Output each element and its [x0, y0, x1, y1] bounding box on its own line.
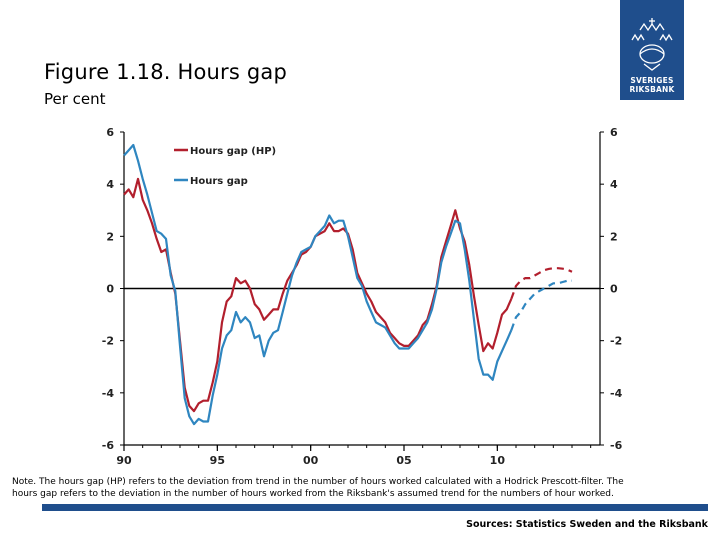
- x-tick-label: 95: [210, 454, 225, 467]
- y-tick-label-left: 2: [106, 230, 114, 243]
- y-tick-label-left: 4: [106, 178, 114, 191]
- logo-text-riksbank: RIKSBANK: [629, 85, 675, 94]
- crown-emblem-icon: [631, 18, 673, 71]
- chart-subtitle: Per cent: [44, 90, 106, 108]
- y-tick-label-right: -2: [610, 335, 622, 348]
- x-tick-label: 05: [396, 454, 411, 467]
- y-tick-label-right: 6: [610, 126, 618, 139]
- chart-note: Note. The hours gap (HP) refers to the d…: [12, 477, 624, 499]
- y-tick-label-right: 2: [610, 230, 618, 243]
- footer-bar: [42, 504, 708, 511]
- x-tick-label: 00: [303, 454, 319, 467]
- chart-source: Sources: Statistics Sweden and the Riksb…: [466, 519, 708, 530]
- y-tick-label-left: 0: [106, 283, 114, 296]
- hours-gap-chart: Hours gap (HP)Hours gap 6 64 42 20 0-2 -2-4 -4…: [102, 126, 623, 467]
- series-forecast-hours-gap: [510, 279, 572, 331]
- y-tick-label-right: -6: [610, 439, 623, 452]
- legend-label: Hours gap (HP): [190, 146, 276, 157]
- y-tick-label-left: -2: [102, 335, 114, 348]
- y-tick-label-left: -4: [102, 387, 115, 400]
- chart-title: Figure 1.18. Hours gap: [44, 60, 288, 84]
- y-tick-label-right: -4: [610, 387, 623, 400]
- y-tick-label-left: -6: [102, 439, 115, 452]
- y-tick-label-right: 0: [610, 283, 618, 296]
- x-tick-label: 90: [116, 454, 132, 467]
- y-tick-label-right: 4: [610, 178, 618, 191]
- logo-text-sveriges: SVERIGES: [630, 76, 674, 85]
- series-line-hours-gap: [123, 143, 513, 426]
- y-tick-label-left: 6: [106, 126, 114, 139]
- series-forecast-hours-gap-hp: [510, 267, 573, 300]
- x-tick-label: 10: [490, 454, 506, 467]
- legend-label: Hours gap: [190, 176, 248, 187]
- riksbank-logo: SVERIGES RIKSBANK: [620, 0, 684, 100]
